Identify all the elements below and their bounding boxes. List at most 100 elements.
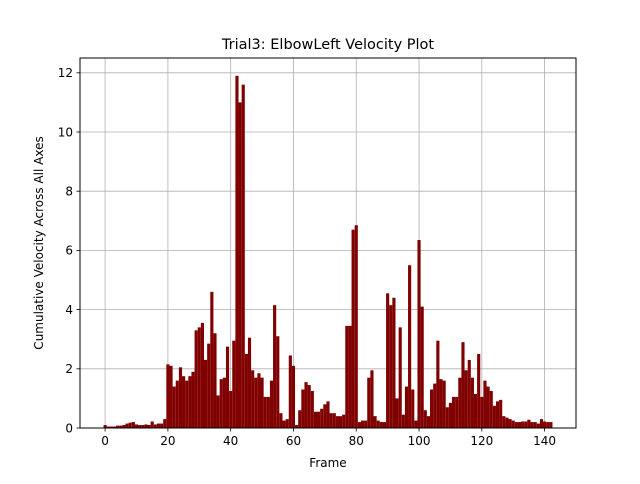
bar-frame-93 [395, 398, 399, 428]
bar-frame-22 [172, 386, 176, 428]
bar-frame-114 [461, 342, 465, 428]
bar-frame-92 [392, 297, 396, 428]
bar-frame-72 [329, 413, 333, 428]
bar-frame-80 [354, 225, 358, 428]
x-tick-label: 140 [533, 434, 556, 448]
bar-frame-138 [536, 423, 540, 428]
bar-frame-63 [301, 389, 305, 428]
bar-frame-96 [404, 386, 409, 428]
bar-frame-27 [188, 376, 192, 428]
bar-frame-118 [473, 393, 478, 428]
bar-frame-106 [436, 340, 440, 428]
bar-frame-61 [295, 425, 299, 428]
bar-frame-52 [266, 396, 270, 428]
bar-frame-115 [464, 370, 468, 428]
bar-frame-111 [452, 396, 456, 428]
plot-frame [79, 57, 577, 429]
bar-frame-33 [207, 343, 211, 428]
bar-frame-41 [232, 340, 236, 428]
bar-frame-76 [342, 414, 346, 428]
bar-frame-59 [288, 355, 292, 428]
bar-frame-122 [486, 386, 490, 428]
bar-frame-73 [332, 413, 336, 428]
bar-frame-14 [147, 425, 151, 428]
bar-frame-99 [414, 420, 418, 428]
bar-frame-55 [276, 336, 280, 428]
bar-frame-105 [433, 383, 437, 428]
x-tick-label: 120 [470, 434, 493, 448]
bar-frame-70 [323, 404, 327, 428]
bar-frame-101 [420, 306, 424, 428]
bar-frame-112 [455, 396, 459, 428]
y-tick-label: 0 [65, 421, 73, 435]
bar-frame-43 [238, 102, 242, 429]
bar-frame-107 [439, 379, 443, 428]
y-tick-label: 6 [65, 244, 73, 258]
bar-frame-142 [549, 422, 553, 428]
bar-frame-137 [533, 422, 537, 428]
bar-frame-81 [357, 422, 361, 428]
x-axis-label: Frame [309, 456, 346, 470]
bar-frame-108 [442, 380, 446, 428]
bar-frame-135 [527, 419, 531, 428]
bar-frame-39 [225, 346, 230, 428]
bar-frame-140 [543, 421, 547, 428]
bar-frame-12 [141, 425, 145, 428]
bar-frame-24 [178, 367, 183, 428]
x-tick-label: 100 [408, 434, 431, 448]
x-tick-label: 80 [349, 434, 364, 448]
bar-frame-40 [229, 391, 233, 428]
bar-frame-28 [191, 371, 195, 428]
bar-frame-29 [194, 330, 198, 428]
bar-frame-88 [379, 422, 383, 428]
bar-frame-94 [398, 327, 402, 428]
x-tick-label: 20 [160, 434, 175, 448]
bar-frame-26 [185, 380, 189, 428]
y-tick-label: 10 [58, 125, 73, 139]
bar-frame-66 [310, 391, 314, 428]
bar-frame-97 [408, 265, 412, 428]
bar-frame-62 [298, 410, 302, 428]
y-tick-label: 2 [65, 362, 73, 376]
x-axis-ticks: 0 20 40 60 80 100 120 140 [101, 428, 556, 448]
bar-frame-31 [200, 322, 204, 428]
bar-frame-21 [169, 365, 173, 428]
bar-frame-58 [285, 419, 289, 428]
bar-frame-50 [260, 377, 264, 428]
bar-frame-110 [448, 402, 452, 428]
bar-frame-86 [373, 416, 377, 428]
bar-frame-129 [508, 419, 512, 428]
bar-frame-104 [430, 389, 434, 428]
bar-frame-102 [423, 410, 427, 428]
bar-frame-8 [128, 422, 132, 428]
bar-frame-1 [106, 426, 110, 428]
bar-frame-124 [492, 405, 496, 428]
bar-frame-84 [367, 377, 371, 428]
bar-frame-133 [521, 421, 525, 428]
bar-frame-45 [244, 354, 248, 428]
bar-frame-90 [386, 293, 390, 428]
bar-frame-3 [112, 426, 117, 428]
bar-frame-13 [144, 424, 148, 428]
bar-frame-87 [376, 420, 380, 428]
bar-frame-36 [216, 395, 220, 428]
x-tick-label: 60 [286, 434, 301, 448]
bar-frame-37 [219, 379, 223, 428]
bar-frame-65 [307, 385, 311, 428]
y-tick-label: 8 [65, 185, 73, 199]
bar-frame-75 [338, 416, 343, 428]
bar-frame-9 [131, 422, 135, 428]
bar-frame-18 [160, 423, 164, 428]
bar-frame-109 [445, 407, 449, 428]
bar-frame-98 [411, 389, 415, 428]
bar-frame-32 [204, 359, 208, 428]
bar-frame-16 [153, 424, 157, 428]
bar-frame-17 [156, 423, 161, 428]
bar-frame-126 [499, 399, 503, 428]
bar-frame-6 [122, 425, 126, 428]
bar-frame-49 [257, 373, 261, 428]
bar-frame-34 [210, 291, 214, 428]
x-tick-label: 40 [223, 434, 238, 448]
bar-frame-125 [495, 401, 500, 428]
